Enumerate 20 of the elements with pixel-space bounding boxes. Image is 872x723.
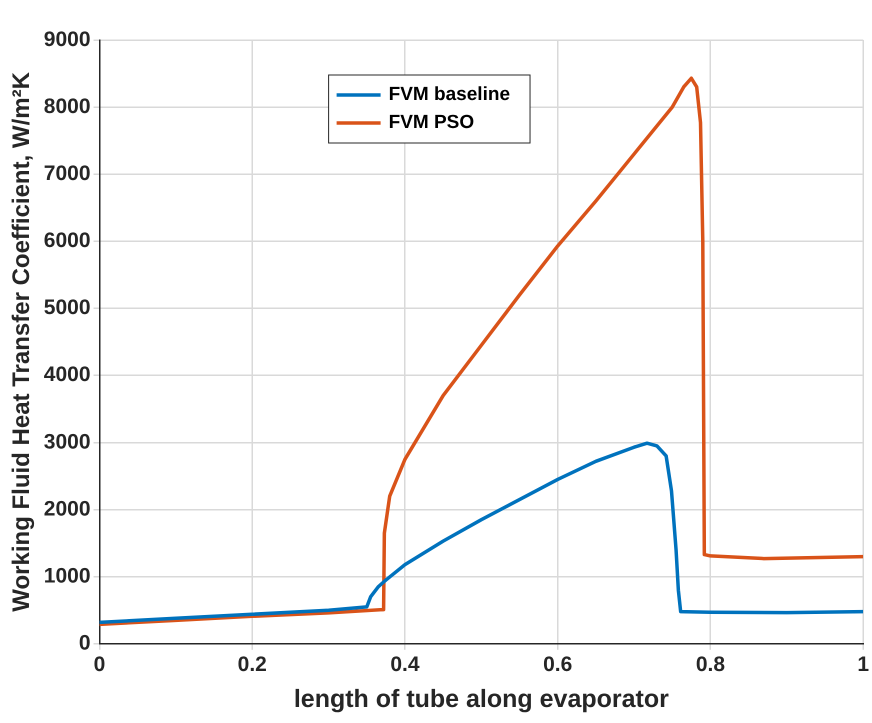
x-tick-label: 0.2 xyxy=(238,653,267,676)
legend-label: FVM PSO xyxy=(388,112,474,134)
y-tick-label: 4000 xyxy=(44,363,91,386)
y-tick-label: 9000 xyxy=(44,28,91,51)
y-axis-title: Working Fluid Heat Transfer Coefficient, W/m²K xyxy=(8,71,36,612)
legend-label: FVM baseline xyxy=(388,84,510,106)
y-tick-label: 3000 xyxy=(44,430,91,454)
y-tick-label: 7000 xyxy=(44,162,91,185)
x-tick-label: 0.6 xyxy=(543,653,572,676)
y-tick-label: 6000 xyxy=(44,229,91,252)
x-axis-title: length of tube along evaporator xyxy=(294,684,670,713)
y-tick-label: 8000 xyxy=(44,94,91,118)
y-tick-label: 1000 xyxy=(44,564,91,588)
y-tick-label: 2000 xyxy=(44,497,91,520)
x-tick-label: 0.8 xyxy=(696,653,726,676)
x-tick-label: 0.4 xyxy=(390,653,420,676)
y-tick-label: 5000 xyxy=(44,296,91,320)
y-tick-label: 0 xyxy=(78,632,91,655)
x-tick-label: 0 xyxy=(94,653,106,676)
x-tick-label: 1 xyxy=(857,653,870,676)
